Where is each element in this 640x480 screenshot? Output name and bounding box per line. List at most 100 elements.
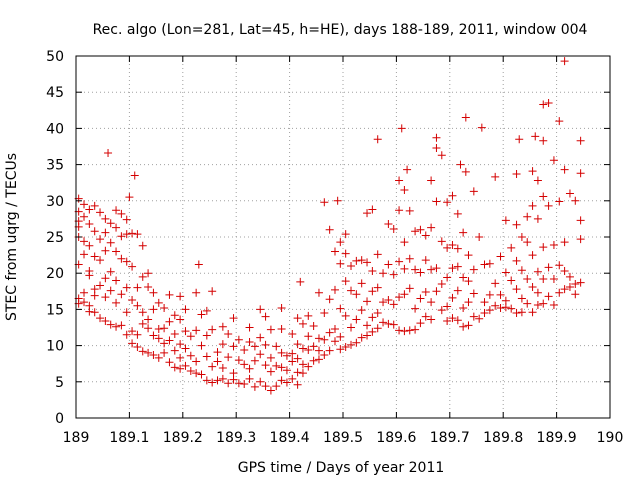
data-point <box>357 306 366 315</box>
data-point <box>192 357 201 366</box>
data-point <box>234 356 243 365</box>
data-point <box>341 249 350 258</box>
data-point <box>160 324 169 333</box>
data-point <box>245 337 254 346</box>
data-point <box>459 273 468 282</box>
data-point <box>448 191 457 200</box>
data-point <box>202 352 211 361</box>
data-point <box>491 279 500 288</box>
data-point <box>96 314 105 323</box>
data-point <box>234 335 243 344</box>
data-point <box>117 232 126 241</box>
data-point <box>298 369 307 378</box>
data-point <box>528 201 537 210</box>
data-point <box>277 376 286 385</box>
data-point <box>181 327 190 336</box>
data-point <box>325 328 334 337</box>
data-point <box>125 193 134 202</box>
data-point <box>245 374 254 383</box>
data-point <box>229 342 238 351</box>
data-point <box>539 274 548 283</box>
data-point <box>277 324 286 333</box>
data-point <box>80 237 89 246</box>
data-point <box>282 351 291 360</box>
data-point <box>154 353 163 362</box>
data-point <box>507 243 516 252</box>
data-point <box>373 309 382 318</box>
data-point <box>397 124 406 133</box>
data-point <box>456 160 465 169</box>
data-point <box>101 274 110 283</box>
data-point <box>133 283 142 292</box>
data-point <box>565 272 574 281</box>
data-point <box>194 260 203 269</box>
data-point <box>539 243 548 252</box>
data-point <box>192 326 201 335</box>
data-point <box>112 206 121 215</box>
data-point <box>461 113 470 122</box>
data-point <box>539 192 548 201</box>
data-point <box>122 215 131 224</box>
data-point <box>160 348 169 357</box>
data-point <box>288 357 297 366</box>
axis-ticks <box>75 55 611 419</box>
data-point <box>395 257 404 266</box>
data-point <box>448 293 457 302</box>
data-point <box>357 279 366 288</box>
data-point <box>144 282 153 291</box>
data-point <box>325 346 334 355</box>
x-tick-label: 189.4 <box>270 430 310 446</box>
data-point <box>224 353 233 362</box>
data-point <box>298 319 307 328</box>
data-point <box>154 324 163 333</box>
x-tick-label: 189.9 <box>537 430 577 446</box>
data-point <box>560 57 569 66</box>
data-point <box>138 241 147 250</box>
data-point <box>90 201 99 210</box>
data-point <box>512 256 521 265</box>
data-point <box>106 219 115 228</box>
data-point <box>90 227 99 236</box>
data-point <box>389 270 398 279</box>
data-point <box>181 361 190 370</box>
data-point <box>464 321 473 330</box>
data-point <box>101 316 110 325</box>
data-point <box>469 265 478 274</box>
data-points <box>74 57 585 395</box>
data-point <box>512 220 521 229</box>
data-point <box>368 267 377 276</box>
data-point <box>202 376 211 385</box>
data-point <box>528 282 537 291</box>
data-point <box>496 303 505 312</box>
data-point <box>347 323 356 332</box>
data-point <box>130 171 139 180</box>
data-point <box>512 285 521 294</box>
data-point <box>416 225 425 234</box>
data-point <box>384 295 393 304</box>
data-point <box>459 322 468 331</box>
data-point <box>469 289 478 298</box>
data-point <box>464 298 473 307</box>
data-point <box>144 324 153 333</box>
chart-title: Rec. algo (Lon=281, Lat=45, h=HE), days … <box>93 22 588 38</box>
data-point <box>96 281 105 290</box>
data-point <box>485 290 494 299</box>
data-point <box>282 366 291 375</box>
data-point <box>373 283 382 292</box>
data-point <box>560 267 569 276</box>
data-point <box>165 317 174 326</box>
data-point <box>80 250 89 259</box>
data-point <box>411 227 420 236</box>
data-point <box>517 308 526 317</box>
data-point <box>277 348 286 357</box>
data-point <box>507 304 516 313</box>
data-point <box>213 376 222 385</box>
data-point <box>261 361 270 370</box>
data-point <box>347 340 356 349</box>
data-point <box>555 261 564 270</box>
data-point <box>379 269 388 278</box>
data-point <box>314 288 323 297</box>
data-point <box>170 346 179 355</box>
data-point <box>320 335 329 344</box>
